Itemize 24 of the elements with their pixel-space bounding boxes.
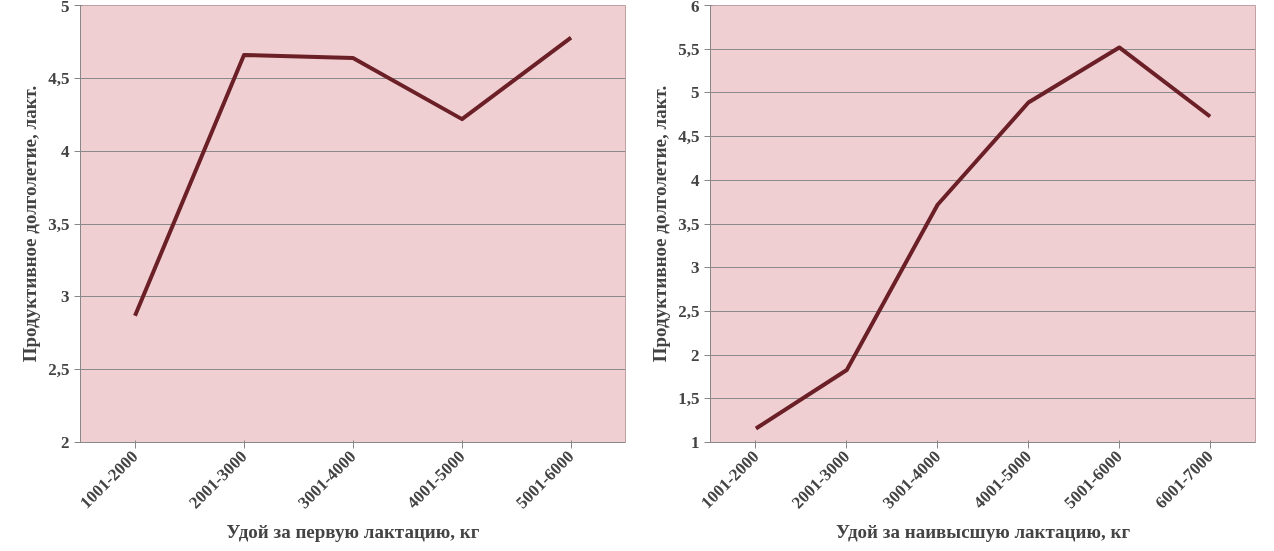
line-series xyxy=(753,45,1213,431)
y-tick-label: 6 xyxy=(691,0,700,16)
y-tick-label: 5 xyxy=(691,83,700,103)
y-axis-title: Продуктивное долголетие, лакт. xyxy=(649,85,671,363)
y-tick-label: 5 xyxy=(61,0,70,16)
y-tick-label: 2,5 xyxy=(48,360,70,380)
y-tick-label: 1 xyxy=(691,433,700,452)
y-tick-label: 2 xyxy=(691,345,700,365)
y-tick-label: 5,5 xyxy=(678,39,700,59)
y-tick-label: 3 xyxy=(61,287,70,307)
y-tick-label: 4,5 xyxy=(678,127,700,147)
x-axis-title: Удой за первую лактацию, кг xyxy=(226,521,480,543)
y-tick-label: 2 xyxy=(61,433,70,452)
x-axis-title: Удой за наивысшую лактацию, кг xyxy=(835,521,1131,543)
y-tick-label: 4 xyxy=(691,170,700,190)
y-tick-label: 3,5 xyxy=(678,214,700,234)
line-series xyxy=(133,35,573,318)
y-tick-label: 4,5 xyxy=(48,68,70,88)
y-tick-label: 2,5 xyxy=(678,301,700,321)
y-tick-label: 4 xyxy=(61,141,70,161)
y-tick-label: 3,5 xyxy=(48,214,70,234)
y-axis-title: Продуктивное долголетие, лакт. xyxy=(19,85,41,363)
y-tick-label: 1,5 xyxy=(678,389,700,409)
y-tick-label: 3 xyxy=(691,258,700,278)
